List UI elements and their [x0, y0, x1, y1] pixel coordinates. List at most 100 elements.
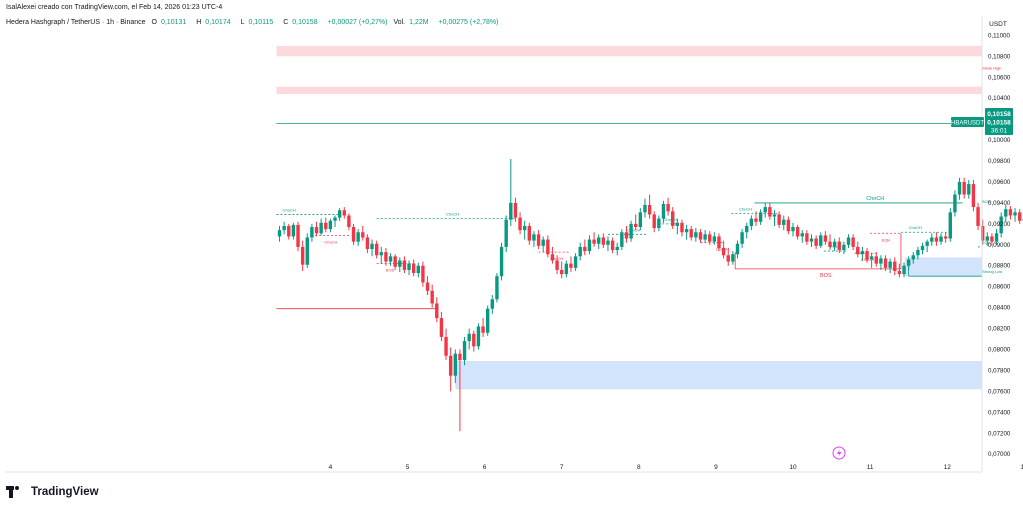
- candle: [592, 232, 596, 247]
- open-value: 0,10131: [160, 19, 187, 26]
- candle-body: [305, 237, 309, 265]
- candle: [999, 212, 1003, 238]
- candle-body: [546, 239, 550, 255]
- candle-body: [879, 258, 883, 264]
- candle-body: [745, 225, 749, 233]
- candle: [745, 222, 749, 239]
- candle-body: [522, 225, 527, 231]
- candle-body: [749, 218, 754, 226]
- candle-body: [657, 218, 661, 229]
- candle: [597, 234, 601, 249]
- zones-layer: [276, 45, 982, 390]
- candle: [398, 257, 402, 273]
- candle-body: [411, 263, 416, 274]
- price-badge-value-2: 0,10158: [987, 120, 1011, 127]
- candle: [333, 215, 337, 228]
- candle: [287, 223, 291, 240]
- candle-body: [661, 203, 666, 219]
- candle-body: [768, 207, 772, 217]
- candle: [495, 273, 499, 303]
- chart-attribution: IsalAlexei creado con TradingView.com, e…: [6, 4, 223, 11]
- structure-label: ChoCH: [866, 196, 884, 202]
- candle: [421, 261, 425, 287]
- price-tick-label: 0,09600: [988, 179, 1011, 186]
- candle: [911, 252, 915, 264]
- candle: [768, 202, 772, 220]
- candle: [416, 262, 420, 278]
- candles-layer: [277, 158, 1023, 432]
- candle-body: [532, 234, 536, 241]
- candle: [305, 233, 309, 268]
- candle: [379, 246, 383, 264]
- candle-body: [735, 243, 740, 255]
- candle: [277, 225, 282, 242]
- candle: [735, 240, 740, 259]
- candle: [1008, 206, 1013, 220]
- candle-body: [504, 219, 508, 247]
- candle: [365, 234, 370, 254]
- symbol-name[interactable]: Hedera Hashgraph / TetherUS · 1h · Binan…: [6, 19, 146, 26]
- low-label: L: [240, 19, 245, 26]
- price-badge-bg: [985, 108, 1013, 135]
- candle: [740, 229, 744, 248]
- candle: [791, 222, 795, 237]
- candle-body: [883, 258, 888, 268]
- candle-body: [671, 211, 675, 226]
- candle: [957, 177, 962, 200]
- candle-body: [786, 219, 791, 232]
- candle: [573, 253, 578, 271]
- candle-body: [384, 252, 388, 262]
- candle-body: [689, 229, 693, 238]
- candle: [708, 231, 712, 245]
- candle-body: [481, 326, 485, 333]
- structure-label: BOS: [386, 268, 395, 273]
- candle: [731, 251, 735, 265]
- lightning-icon[interactable]: [832, 446, 846, 460]
- candle-body: [814, 238, 818, 246]
- price-badge-value: 0,10158: [987, 111, 1011, 118]
- candle: [661, 200, 666, 223]
- price-tick-label: 0,07600: [988, 388, 1011, 395]
- candle-body: [865, 251, 869, 260]
- candle: [347, 213, 351, 231]
- candle-body: [860, 251, 865, 255]
- candle-body: [467, 333, 471, 342]
- candle: [777, 211, 781, 229]
- date-tick-label: 4: [329, 464, 333, 471]
- candle: [684, 224, 689, 240]
- candle: [916, 246, 920, 260]
- candle-body: [698, 232, 703, 240]
- time-axis: 456789101112131415: [329, 464, 1023, 471]
- demand-zone: [455, 361, 982, 390]
- price-tick-label: 0,07000: [988, 451, 1011, 458]
- candle-body: [819, 235, 823, 246]
- candle-body: [911, 255, 915, 260]
- date-tick-label: 7: [560, 464, 564, 471]
- candle: [314, 221, 319, 237]
- candle: [555, 255, 559, 275]
- structure-label: ChoCH: [739, 206, 752, 211]
- price-tick-label: 0,07400: [988, 409, 1011, 416]
- candle-body: [416, 265, 420, 274]
- currency-button[interactable]: USDT: [989, 21, 1007, 28]
- candle: [652, 211, 656, 233]
- candle: [874, 252, 878, 267]
- candle: [943, 232, 948, 243]
- candle: [694, 228, 698, 242]
- candle: [643, 198, 647, 218]
- candle: [462, 336, 467, 366]
- date-tick-label: 5: [406, 464, 410, 471]
- candle: [499, 242, 504, 281]
- candle: [990, 233, 994, 246]
- candle-body: [587, 239, 592, 252]
- candle: [444, 328, 448, 360]
- tradingview-logo[interactable]: TradingView: [6, 486, 99, 498]
- candle-body: [795, 227, 800, 237]
- candle-body: [943, 236, 948, 239]
- candle: [448, 347, 453, 392]
- candle: [717, 233, 721, 252]
- candle: [393, 254, 397, 270]
- candle: [671, 207, 675, 230]
- close-label: C: [283, 19, 289, 26]
